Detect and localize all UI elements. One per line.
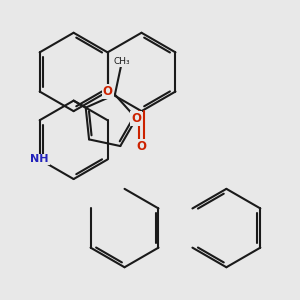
Text: O: O [136,140,146,153]
Text: CH₃: CH₃ [114,57,130,66]
Text: O: O [103,85,112,98]
Text: NH: NH [30,154,49,164]
Text: O: O [131,112,141,125]
